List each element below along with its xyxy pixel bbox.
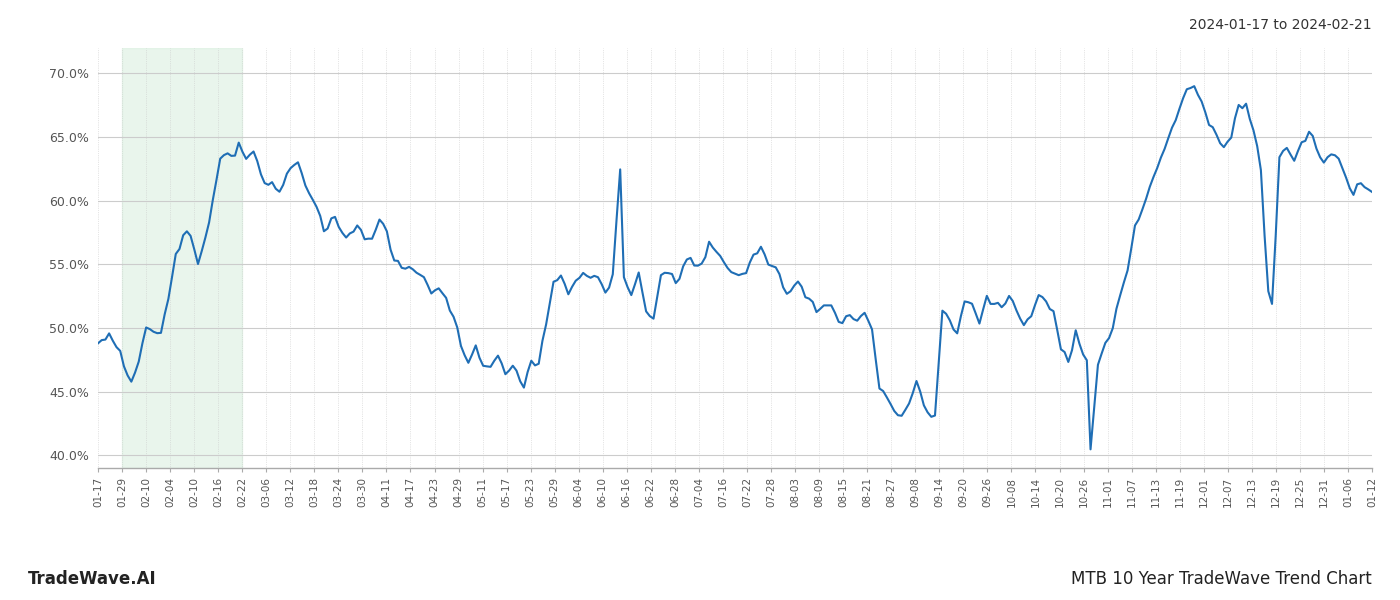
Text: 2024-01-17 to 2024-02-21: 2024-01-17 to 2024-02-21	[1190, 18, 1372, 32]
Bar	[122, 48, 242, 468]
Text: MTB 10 Year TradeWave Trend Chart: MTB 10 Year TradeWave Trend Chart	[1071, 570, 1372, 588]
Text: TradeWave.AI: TradeWave.AI	[28, 570, 157, 588]
